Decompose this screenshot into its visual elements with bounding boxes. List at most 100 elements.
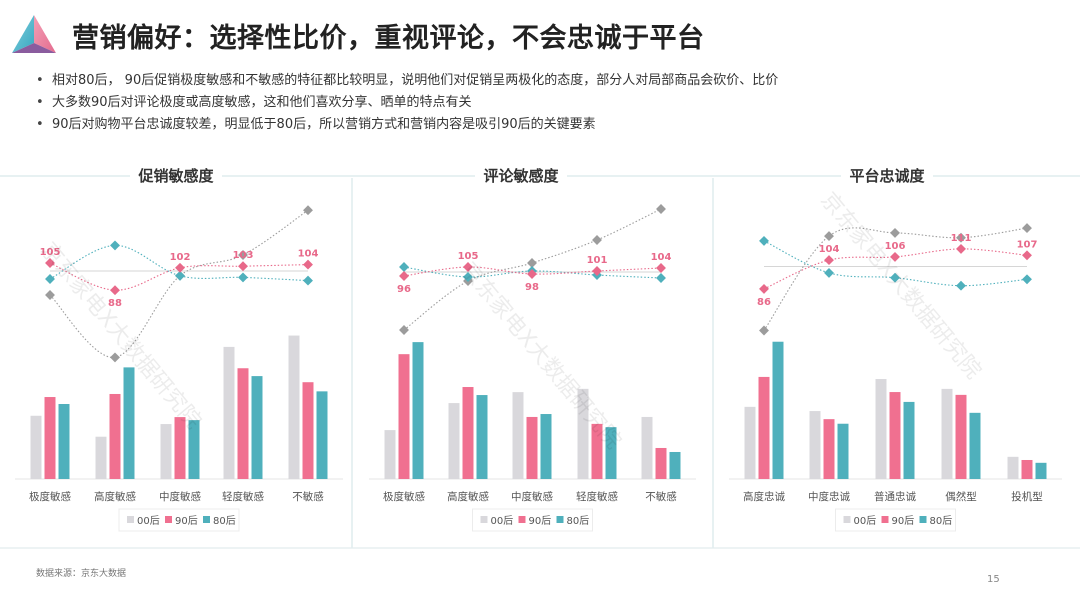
legend (835, 508, 956, 532)
legend-label: 90后 (529, 515, 552, 527)
index-point-90后 (527, 269, 537, 279)
legend-label: 90后 (892, 515, 915, 527)
legend (118, 508, 240, 532)
bar-00后-投机型 (1007, 456, 1019, 479)
legend-swatch-90后 (165, 516, 172, 523)
legend-label: 90后 (175, 515, 198, 527)
x-tick-label: 极度敏感 (383, 490, 425, 503)
legend-swatch-00后 (480, 516, 488, 523)
bar-00后-普通忠诚 (875, 379, 887, 479)
index-point-00后 (824, 231, 834, 242)
bar-80后-不敏感 (669, 451, 681, 479)
index-point-00后 (956, 232, 966, 243)
index-point-90后 (1022, 250, 1032, 261)
data-label: 107 (1017, 239, 1038, 250)
index-point-00后 (399, 325, 409, 335)
bullet-item: 大多数90后对评论极度或高度敏感，这和他们喜欢分享、晒单的特点有关 (36, 92, 778, 114)
bar-80后-极度敏感 (412, 342, 424, 479)
x-tick-label: 中度敏感 (511, 490, 553, 503)
bar-90后-高度敏感 (109, 393, 121, 479)
bar-00后-中度忠诚 (809, 411, 821, 479)
bar-00后-高度敏感 (448, 403, 460, 479)
x-tick-label: 极度敏感 (29, 490, 71, 503)
legend-swatch-00后 (843, 516, 851, 523)
index-point-00后 (238, 250, 248, 260)
data-label: 88 (108, 298, 122, 309)
index-point-00后 (527, 258, 537, 268)
bar-80后-中度敏感 (540, 414, 552, 479)
data-label: 98 (525, 282, 539, 293)
index-point-80后 (45, 274, 55, 284)
bar-00后-极度敏感 (30, 415, 42, 479)
bar-80后-偶然型 (969, 412, 981, 479)
index-point-80后 (175, 270, 185, 281)
data-source: 数据来源：京东大数据 (36, 569, 127, 579)
data-label: 104 (298, 249, 319, 260)
index-point-80后 (824, 267, 834, 278)
bar-90后-偶然型 (955, 394, 967, 479)
index-point-80后 (890, 272, 900, 283)
legend-label: 80后 (213, 515, 236, 527)
index-point-90后 (824, 255, 834, 266)
index-point-00后 (1022, 223, 1032, 234)
bar-00后-不敏感 (641, 416, 653, 479)
x-tick-label: 不敏感 (292, 490, 324, 503)
bar-00后-中度敏感 (160, 424, 172, 479)
index-point-00后 (759, 325, 769, 336)
bar-90后-极度敏感 (398, 354, 410, 479)
index-point-90后 (399, 271, 409, 281)
index-point-90后 (956, 243, 966, 254)
index-point-00后 (592, 235, 602, 245)
bullet-list: 相对80后， 90后促销极度敏感和不敏感的特征都比较明显，说明他们对促销呈两极化… (36, 70, 778, 136)
data-label: 86 (757, 297, 771, 308)
bar-80后-中度敏感 (188, 420, 200, 479)
bar-00后-轻度敏感 (223, 346, 235, 479)
index-point-80后 (238, 272, 248, 283)
index-point-80后 (303, 275, 313, 286)
bar-00后-偶然型 (941, 388, 953, 479)
x-tick-label: 投机型 (1011, 490, 1043, 503)
data-label: 105 (40, 247, 61, 258)
bar-80后-中度忠诚 (837, 423, 849, 479)
legend-label: 80后 (930, 515, 953, 527)
bullet-item: 相对80后， 90后促销极度敏感和不敏感的特征都比较明显，说明他们对促销呈两极化… (36, 70, 778, 92)
bar-90后-普通忠诚 (889, 392, 901, 479)
legend (472, 508, 593, 532)
data-label: 102 (170, 252, 191, 263)
bar-90后-中度敏感 (174, 417, 186, 479)
index-point-80后 (399, 262, 409, 272)
index-line-80后 (763, 240, 1028, 287)
index-point-00后 (303, 205, 313, 216)
bar-90后-高度忠诚 (758, 376, 770, 479)
bar-00后-不敏感 (288, 335, 300, 479)
legend-label: 00后 (491, 515, 514, 527)
index-point-90后 (463, 262, 473, 272)
bar-80后-轻度敏感 (605, 427, 617, 479)
legend-swatch-80后 (203, 516, 210, 523)
legend-swatch-90后 (881, 516, 889, 523)
bar-80后-高度忠诚 (772, 341, 784, 479)
x-tick-label: 不敏感 (645, 490, 677, 503)
index-point-80后 (759, 235, 769, 246)
index-point-00后 (110, 352, 120, 363)
index-point-80后 (1022, 274, 1032, 285)
index-line-00后 (49, 209, 309, 358)
legend-label: 00后 (854, 515, 877, 527)
bar-90后-不敏感 (302, 382, 314, 479)
bar-00后-中度敏感 (512, 392, 524, 479)
data-label: 96 (397, 284, 411, 295)
logo-triangle-icon (12, 15, 56, 53)
chart-title: 平台忠诚度 (849, 167, 925, 185)
page-number: 15 (987, 574, 1000, 585)
bar-00后-高度敏感 (95, 436, 107, 479)
index-point-80后 (463, 272, 473, 282)
index-point-90后 (303, 259, 313, 270)
page-title: 营销偏好：选择性比价，重视评论，不会忠诚于平台 (72, 23, 705, 54)
x-tick-label: 中度忠诚 (808, 490, 850, 503)
bar-90后-高度敏感 (462, 387, 474, 479)
legend-swatch-80后 (919, 516, 927, 523)
